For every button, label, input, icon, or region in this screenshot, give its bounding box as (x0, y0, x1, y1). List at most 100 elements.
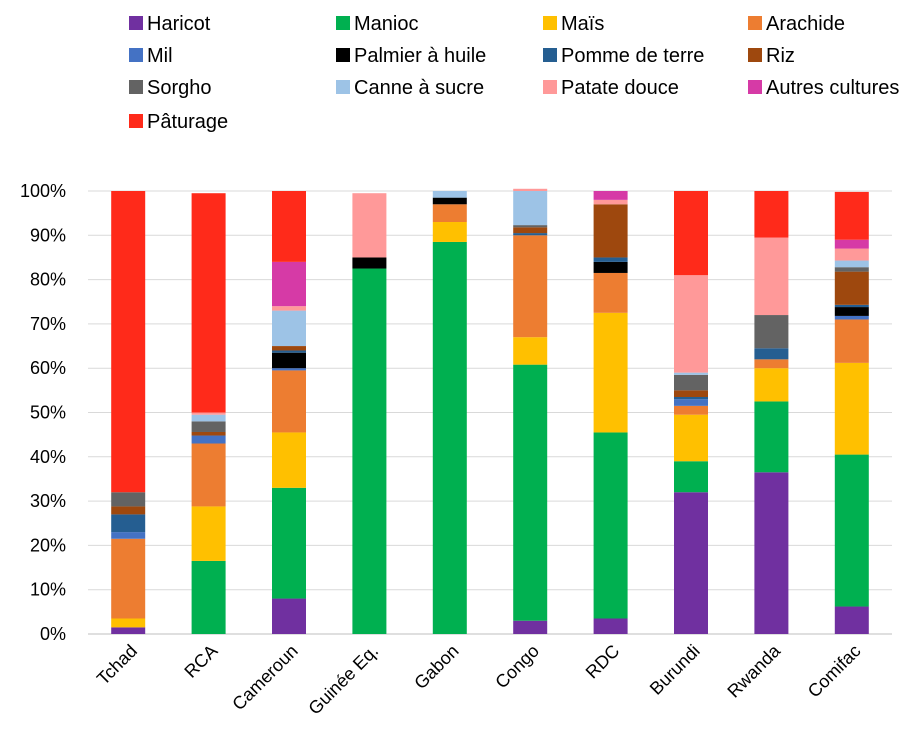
bar-segment-tchad-arachide (111, 538, 146, 619)
bar-segment-gabon-palmier-a-huile (432, 197, 467, 205)
bar-segment-burundi-haricot (674, 492, 708, 634)
legend-label-riz: Riz (766, 45, 795, 67)
x-tick-label-tchad: Tchad (93, 641, 141, 689)
chart-legend: Haricot Manioc Maïs Arachide Mil Palmier à hu… (129, 13, 899, 133)
y-tick-label: 0% (40, 624, 66, 644)
bar-stack-rca (191, 193, 226, 634)
legend-label-sorgho: Sorgho (147, 77, 212, 99)
bar-stack-rdc (593, 191, 628, 634)
bar-segment-rdc-palmier-a-huile (593, 261, 628, 273)
legend-swatch-palmier-a-huile (336, 48, 350, 62)
y-tick-label: 80% (30, 270, 66, 290)
bar-segment-rca-patate-douce (191, 412, 226, 415)
bar-segment-rwanda-haricot (754, 472, 789, 634)
y-tick-label: 70% (30, 314, 66, 334)
bar-segment-congo-riz (513, 227, 548, 234)
legend-swatch-arachide (748, 16, 762, 30)
y-tick-label: 40% (30, 447, 66, 467)
bar-segment-congo-sorgho (513, 225, 548, 228)
x-tick-label-rwanda: Rwanda (723, 640, 785, 702)
bar-segment-comifac-autres-cultures (834, 239, 869, 249)
bar-segment-tchad-riz (111, 506, 146, 515)
legend-label-arachide: Arachide (766, 13, 845, 35)
legend-swatch-sorgho (129, 80, 143, 94)
bar-segment-cameroun-paturage (272, 191, 306, 262)
bar-stack-burundi (674, 191, 708, 634)
bar-segment-burundi-mais (674, 414, 708, 462)
y-tick-label: 20% (30, 535, 66, 555)
legend-item-pomme-de-terre: Pomme de terre (543, 45, 704, 67)
legend-item-palmier-a-huile: Palmier à huile (336, 45, 486, 67)
bar-segment-comifac-sorgho (834, 267, 869, 272)
bar-segment-guinee-eq-manioc (352, 268, 387, 634)
y-tick-label: 30% (30, 491, 66, 511)
bar-segment-tchad-paturage (111, 191, 146, 493)
bar-segment-guinee-eq-patate-douce (352, 193, 387, 258)
bar-segment-rwanda-pomme-de-terre (754, 348, 789, 360)
bar-segment-comifac-canne-a-sucre (834, 260, 869, 268)
bar-segment-gabon-canne-a-sucre (432, 191, 467, 198)
legend-item-manioc: Manioc (336, 13, 418, 35)
bar-segment-cameroun-palmier-a-huile (272, 352, 306, 369)
bar-segment-comifac-pomme-de-terre (834, 304, 869, 308)
legend-label-paturage: Pâturage (147, 111, 228, 133)
bar-segment-congo-pomme-de-terre (513, 233, 548, 236)
bar-segment-burundi-pomme-de-terre (674, 396, 708, 400)
legend-swatch-autres-cultures (748, 80, 762, 94)
legend-label-canne-a-sucre: Canne à sucre (354, 77, 484, 99)
y-tick-label: 90% (30, 225, 66, 245)
bar-segment-tchad-haricot (111, 627, 146, 634)
bar-stack-guinee-eq (352, 193, 387, 634)
x-tick-label-rdc: RDC (582, 641, 624, 683)
bar-segment-rdc-pomme-de-terre (593, 257, 628, 262)
bar-segment-cameroun-arachide (272, 370, 306, 433)
legend-item-autres-cultures: Autres cultures (748, 77, 899, 99)
legend-swatch-riz (748, 48, 762, 62)
bar-segment-congo-manioc (513, 364, 548, 621)
bar-segment-gabon-manioc (432, 241, 467, 634)
bar-segment-tchad-mais (111, 618, 146, 628)
bar-segment-rca-riz (191, 431, 226, 436)
bar-segment-rwanda-patate-douce (754, 237, 789, 316)
bar-segment-rdc-riz (593, 204, 628, 258)
legend-swatch-mil (129, 48, 143, 62)
bar-segment-congo-haricot (513, 620, 548, 634)
bar-segment-comifac-mais (834, 362, 869, 455)
bar-segment-burundi-riz (674, 390, 708, 397)
bar-segment-burundi-manioc (674, 461, 708, 493)
bar-segment-burundi-paturage (674, 191, 708, 276)
bar-segment-rdc-autres-cultures (593, 191, 628, 200)
bar-segment-rca-arachide (191, 443, 226, 507)
legend-label-mais: Maïs (561, 13, 604, 35)
bar-segment-burundi-sorgho (674, 374, 708, 391)
bar-segment-rca-manioc (191, 560, 226, 634)
legend-label-manioc: Manioc (354, 13, 418, 35)
bar-segment-cameroun-autres-cultures (272, 261, 306, 307)
y-tick-label: 100% (20, 181, 66, 201)
legend-label-autres-cultures: Autres cultures (766, 77, 899, 99)
legend-item-mais: Maïs (543, 13, 604, 35)
y-tick-label: 50% (30, 403, 66, 423)
bar-segment-rwanda-arachide (754, 359, 789, 369)
bar-segment-burundi-patate-douce (674, 275, 708, 373)
bar-segment-comifac-arachide (834, 319, 869, 363)
bar-segment-rwanda-mais (754, 368, 789, 402)
bar-segment-burundi-canne-a-sucre (674, 372, 708, 375)
bar-segment-comifac-paturage (834, 191, 869, 240)
bar-segment-comifac-manioc (834, 454, 869, 607)
bar-segment-guinee-eq-palmier-a-huile (352, 257, 387, 269)
legend-swatch-patate-douce (543, 80, 557, 94)
legend-item-sorgho: Sorgho (129, 77, 212, 99)
y-axis: 0% 10% 20% 30% 40% 50% 60% 70% 80% 90% 100% (20, 181, 66, 644)
x-tick-label-rca: RCA (180, 641, 221, 682)
bar-segment-rca-mais (191, 506, 226, 561)
bar-segment-rwanda-manioc (754, 401, 789, 473)
legend-item-patate-douce: Patate douce (543, 77, 679, 99)
bar-segment-rca-paturage (191, 193, 226, 413)
legend-swatch-haricot (129, 16, 143, 30)
bar-stack-cameroun (272, 191, 306, 634)
bar-segment-rwanda-paturage (754, 191, 789, 238)
bar-segment-comifac-mil (834, 315, 869, 320)
y-tick-label: 10% (30, 580, 66, 600)
